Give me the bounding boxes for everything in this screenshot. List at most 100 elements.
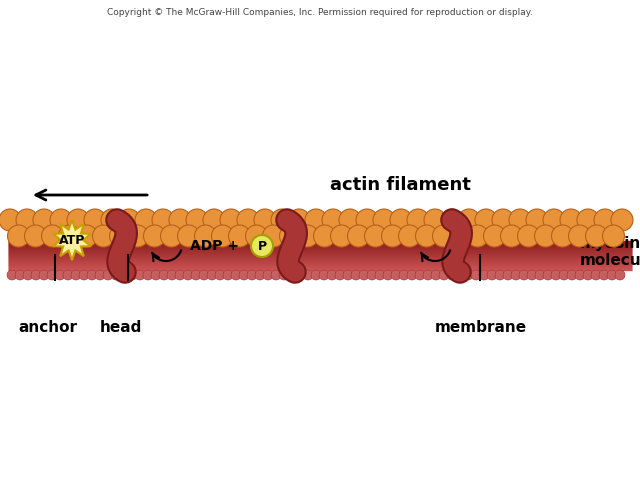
Circle shape	[288, 209, 310, 231]
Circle shape	[615, 270, 625, 280]
Circle shape	[231, 270, 241, 280]
Circle shape	[551, 270, 561, 280]
Circle shape	[246, 225, 268, 247]
Circle shape	[93, 225, 115, 247]
Circle shape	[495, 270, 505, 280]
Circle shape	[215, 270, 225, 280]
Circle shape	[373, 209, 395, 231]
Circle shape	[55, 270, 65, 280]
Circle shape	[343, 270, 353, 280]
Circle shape	[287, 270, 297, 280]
Circle shape	[390, 209, 412, 231]
Circle shape	[151, 270, 161, 280]
Circle shape	[431, 270, 441, 280]
Circle shape	[84, 209, 106, 231]
Circle shape	[254, 209, 276, 231]
Circle shape	[303, 270, 313, 280]
Circle shape	[169, 209, 191, 231]
Circle shape	[228, 225, 250, 247]
Circle shape	[415, 270, 425, 280]
Text: myosin
molecules: myosin molecules	[580, 236, 640, 268]
Circle shape	[471, 270, 481, 280]
Circle shape	[526, 209, 548, 231]
Circle shape	[356, 209, 378, 231]
Circle shape	[511, 270, 521, 280]
Circle shape	[381, 225, 403, 247]
Circle shape	[467, 225, 488, 247]
Circle shape	[527, 270, 537, 280]
Circle shape	[101, 209, 123, 231]
Circle shape	[8, 225, 29, 247]
Circle shape	[39, 270, 49, 280]
Circle shape	[375, 270, 385, 280]
Circle shape	[220, 209, 242, 231]
Circle shape	[143, 225, 166, 247]
Circle shape	[335, 270, 345, 280]
Circle shape	[577, 209, 599, 231]
Circle shape	[262, 225, 285, 247]
Circle shape	[279, 270, 289, 280]
Circle shape	[568, 225, 591, 247]
Circle shape	[509, 209, 531, 231]
Circle shape	[500, 225, 522, 247]
Circle shape	[271, 270, 281, 280]
Circle shape	[339, 209, 361, 231]
Circle shape	[239, 270, 249, 280]
Circle shape	[311, 270, 321, 280]
Text: P: P	[257, 240, 267, 252]
Circle shape	[207, 270, 217, 280]
Circle shape	[67, 209, 89, 231]
Circle shape	[424, 209, 446, 231]
Circle shape	[33, 209, 55, 231]
Circle shape	[16, 209, 38, 231]
Circle shape	[399, 225, 420, 247]
Circle shape	[458, 209, 480, 231]
Circle shape	[186, 209, 208, 231]
Circle shape	[76, 225, 97, 247]
Circle shape	[503, 270, 513, 280]
Circle shape	[439, 270, 449, 280]
Circle shape	[296, 225, 319, 247]
Circle shape	[305, 209, 327, 231]
Text: ATP: ATP	[59, 233, 85, 247]
Circle shape	[15, 270, 25, 280]
Circle shape	[399, 270, 409, 280]
Circle shape	[143, 270, 153, 280]
Circle shape	[127, 270, 137, 280]
Circle shape	[594, 209, 616, 231]
Circle shape	[599, 270, 609, 280]
Circle shape	[251, 235, 273, 257]
Circle shape	[351, 270, 361, 280]
Text: membrane: membrane	[435, 320, 527, 335]
Circle shape	[203, 209, 225, 231]
Circle shape	[367, 270, 377, 280]
Circle shape	[567, 270, 577, 280]
Circle shape	[575, 270, 585, 280]
Circle shape	[327, 270, 337, 280]
Circle shape	[423, 270, 433, 280]
Circle shape	[159, 270, 169, 280]
Circle shape	[534, 225, 557, 247]
Circle shape	[0, 209, 21, 231]
Circle shape	[348, 225, 369, 247]
Circle shape	[211, 225, 234, 247]
Circle shape	[322, 209, 344, 231]
Circle shape	[118, 209, 140, 231]
Circle shape	[223, 270, 233, 280]
Text: anchor: anchor	[18, 320, 77, 335]
Circle shape	[24, 225, 47, 247]
Circle shape	[63, 270, 73, 280]
Circle shape	[407, 209, 429, 231]
Circle shape	[7, 270, 17, 280]
Circle shape	[109, 225, 131, 247]
Circle shape	[455, 270, 465, 280]
Circle shape	[183, 270, 193, 280]
Circle shape	[177, 225, 200, 247]
Circle shape	[518, 225, 540, 247]
Circle shape	[492, 209, 514, 231]
Circle shape	[255, 270, 265, 280]
Circle shape	[483, 225, 506, 247]
Circle shape	[560, 209, 582, 231]
Circle shape	[23, 270, 33, 280]
Circle shape	[519, 270, 529, 280]
